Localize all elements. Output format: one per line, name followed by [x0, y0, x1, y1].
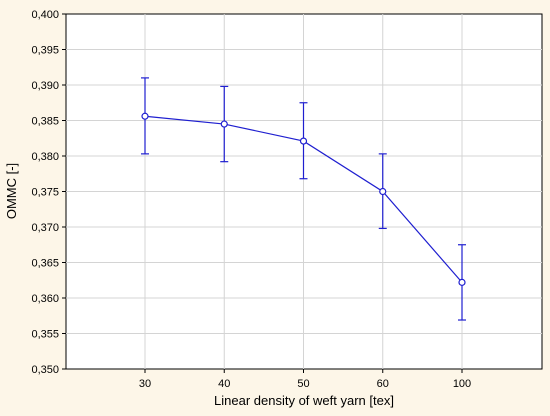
y-tick-label: 0,395 — [31, 45, 59, 57]
x-tick-label: 60 — [377, 378, 389, 390]
x-axis-title: Linear density of weft yarn [tex] — [214, 393, 394, 408]
y-tick-label: 0,360 — [31, 293, 59, 305]
data-point — [299, 137, 308, 145]
y-axis: 0,350 0,355 0,360 0,365 0,370 0,375 0,380 0,385… — [31, 9, 66, 376]
x-tick-label: 40 — [218, 378, 230, 390]
x-tick-label: 100 — [453, 378, 471, 390]
y-tick-label: 0,390 — [31, 80, 59, 92]
series-line — [141, 77, 466, 321]
data-point — [458, 278, 466, 286]
y-tick-label: 0,380 — [31, 151, 59, 163]
y-tick-label: 0,385 — [31, 116, 59, 128]
x-tick-label: 50 — [297, 378, 309, 390]
grid — [66, 14, 542, 369]
y-tick-label: 0,365 — [31, 258, 59, 270]
y-tick-label: 0,355 — [31, 329, 59, 341]
y-tick-label: 0,370 — [31, 222, 59, 234]
data-point — [220, 120, 228, 128]
data-point — [141, 112, 149, 120]
x-tick-label: 30 — [139, 378, 151, 390]
x-axis: 30 40 50 60 100 — [139, 369, 471, 390]
y-axis-title: OMMC [-] — [4, 163, 19, 219]
data-point — [379, 187, 387, 196]
y-tick-label: 0,375 — [31, 187, 59, 199]
y-tick-label: 0,400 — [31, 9, 59, 21]
y-tick-label: 0,350 — [31, 364, 59, 376]
